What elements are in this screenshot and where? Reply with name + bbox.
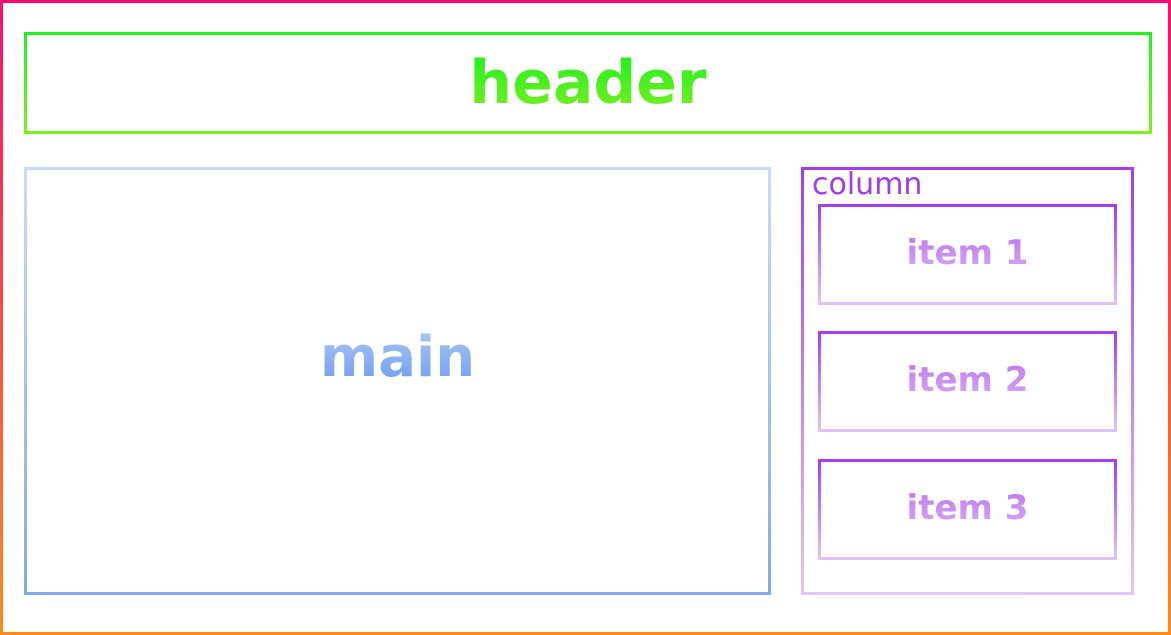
main-region: main (24, 167, 771, 595)
main-label: main (319, 325, 476, 390)
column-item-label: item 2 (906, 359, 1029, 400)
column-item-label: item 1 (906, 232, 1029, 273)
column-item-label: item 3 (906, 487, 1029, 528)
column-label: column (812, 167, 923, 202)
column-item-2: item 2 (818, 331, 1117, 432)
column-region: column item 1 item 2 item 3 (801, 167, 1134, 595)
header-label: header (469, 48, 707, 118)
column-item-1: item 1 (818, 204, 1117, 305)
column-item-3: item 3 (818, 459, 1117, 560)
header-region: header (24, 32, 1152, 134)
